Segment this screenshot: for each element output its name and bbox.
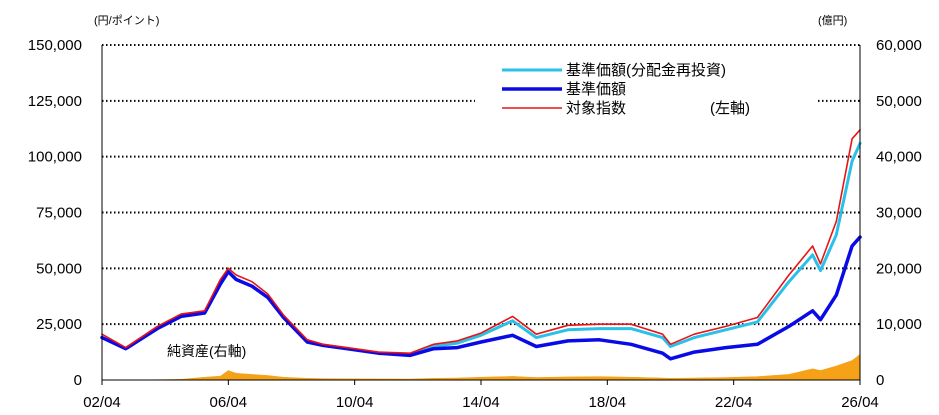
legend-label-nav: 基準価額 [566, 81, 626, 98]
legend-label-index: 対象指数 [566, 100, 626, 117]
y-right-tick-label: 50,000 [876, 93, 922, 110]
index-line [101, 129, 861, 354]
x-tick-label: 18/04 [589, 394, 627, 411]
y-left-tick-label: 0 [74, 372, 82, 389]
y-right-tick-label: 30,000 [876, 205, 922, 222]
series-lines [100, 129, 862, 361]
y-right-tick-label: 60,000 [876, 37, 922, 54]
x-tick-label: 02/04 [83, 394, 121, 411]
tick-labels: 0 0 25,000 10,000 50,000 20,000 75,000 30,000 10… [28, 37, 922, 411]
nav-line [100, 235, 862, 361]
x-tick-label: 14/04 [462, 394, 500, 411]
net-assets-annotation: 純資産(右軸) [167, 343, 246, 359]
y-left-tick-label: 25,000 [36, 316, 82, 333]
legend: 基準価額(分配金再投資) 基準価額 対象指数 (左軸) [502, 62, 750, 117]
reinvested-nav-line [100, 141, 862, 356]
x-tick-label: 06/04 [210, 394, 248, 411]
x-tick-label: 26/04 [841, 394, 879, 411]
x-tick-label: 10/04 [336, 394, 374, 411]
y-right-tick-label: 40,000 [876, 149, 922, 166]
net-assets-area [101, 353, 861, 381]
y-left-tick-label: 100,000 [28, 149, 82, 166]
y-left-tick-label: 125,000 [28, 93, 82, 110]
y-right-tick-label: 20,000 [876, 260, 922, 277]
legend-label-reinvested-nav: 基準価額(分配金再投資) [566, 62, 726, 79]
y-left-tick-label: 150,000 [28, 37, 82, 54]
gridlines [102, 44, 860, 326]
y-left-unit: (円/ポイント) [94, 14, 159, 27]
y-left-tick-label: 50,000 [36, 260, 82, 277]
y-left-tick-label: 75,000 [36, 205, 82, 222]
y-right-unit: (億円) [818, 14, 847, 27]
y-right-tick-label: 10,000 [876, 316, 922, 333]
legend-note-left-axis: (左軸) [710, 100, 750, 117]
x-tick-label: 22/04 [715, 394, 753, 411]
y-right-tick-label: 0 [876, 372, 884, 389]
net-assets-area-path [101, 353, 861, 381]
